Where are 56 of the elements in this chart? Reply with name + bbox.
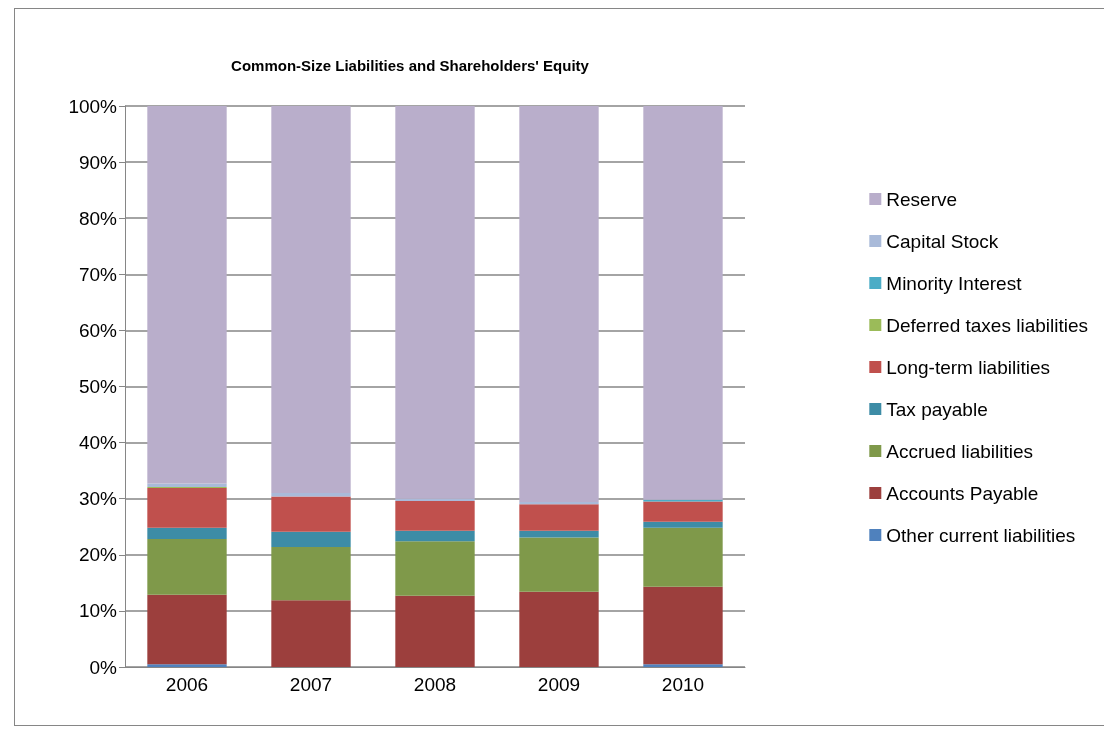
bar (271, 496, 351, 532)
bar (395, 541, 475, 596)
legend-label: Capital Stock (886, 230, 999, 252)
bar (643, 106, 723, 500)
bar (147, 594, 227, 665)
y-tick-label: 60% (78, 319, 118, 341)
legend-label: Accrued liabilities (886, 440, 1034, 462)
legend-label: Other current liabilities (886, 524, 1076, 546)
y-tick-label: 10% (78, 600, 118, 622)
legend-label: Long-term liabilities (886, 356, 1050, 378)
y-tick-label: 80% (78, 207, 118, 229)
bar (271, 600, 351, 667)
bar (271, 106, 351, 494)
bar (271, 493, 351, 497)
bar (643, 521, 723, 528)
y-tick-label: 50% (78, 376, 118, 397)
bar (271, 531, 351, 547)
bar (519, 530, 599, 538)
bar (395, 106, 475, 499)
bar (519, 502, 599, 505)
x-tick-label: 2009 (537, 674, 581, 695)
bar (147, 106, 227, 484)
bar (643, 527, 723, 587)
legend-label: Accounts Payable (886, 482, 1039, 504)
bar (395, 498, 475, 501)
bar (147, 527, 227, 540)
x-tick-label: 2008 (413, 674, 457, 695)
chart-title: Common-Size Liabilities and Shareholders' Equity (231, 57, 590, 74)
y-tick-label: 90% (78, 151, 118, 173)
legend-label: Deferred taxes liabilities (886, 314, 1088, 336)
bar (395, 530, 475, 542)
bar (147, 539, 227, 595)
x-tick-label: 2010 (661, 674, 705, 695)
x-tick-label: 2006 (165, 674, 209, 695)
bar (519, 537, 599, 592)
bar (643, 664, 723, 667)
y-tick-label: 30% (78, 488, 118, 510)
bar (643, 586, 723, 665)
y-tick-label: 0% (89, 656, 118, 678)
bar (271, 546, 351, 601)
bar (519, 591, 599, 667)
bar (519, 504, 599, 531)
bar (147, 664, 227, 667)
legend-label: Reserve (886, 188, 958, 210)
bar (395, 500, 475, 531)
x-tick-label: 2007 (289, 674, 333, 695)
legend-label: Minority Interest (886, 272, 1023, 294)
legend-label: Tax payable (886, 398, 988, 420)
bar (395, 595, 475, 667)
bar (519, 106, 599, 503)
y-tick-label: 70% (78, 263, 118, 285)
bar (643, 501, 723, 522)
y-tick-label: 40% (78, 432, 118, 454)
bar (147, 488, 227, 528)
y-tick-label: 100% (68, 95, 118, 117)
y-tick-label: 20% (78, 544, 118, 566)
